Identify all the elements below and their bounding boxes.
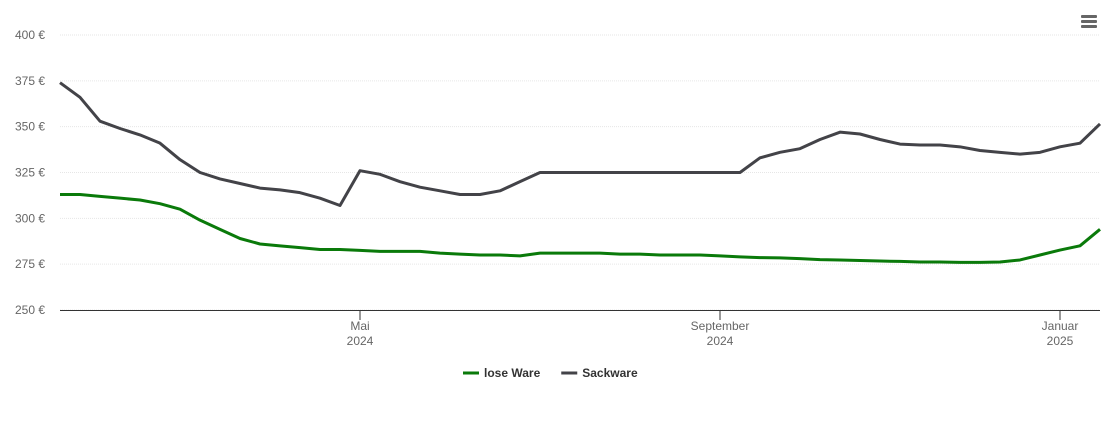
y-tick-label: 350 €: [15, 120, 45, 134]
y-tick-label: 250 €: [15, 303, 45, 317]
y-tick-label: 325 €: [15, 166, 45, 180]
legend-label: lose Ware: [484, 366, 541, 380]
y-tick-label: 300 €: [15, 211, 45, 225]
series-line: [59, 81, 1102, 207]
menu-icon[interactable]: [1081, 15, 1097, 28]
menu-bar: [1081, 15, 1097, 18]
y-tick-label: 275 €: [15, 257, 45, 271]
y-tick-label: 375 €: [15, 74, 45, 88]
legend-label: Sackware: [582, 366, 638, 380]
menu-bar: [1081, 25, 1097, 28]
legend-item[interactable]: lose Ware: [463, 366, 541, 380]
x-tick-label: Januar: [1042, 319, 1079, 333]
series-line: [60, 193, 1101, 264]
x-tick-label: 2024: [707, 334, 734, 348]
menu-bar: [1081, 20, 1097, 23]
x-tick-label: 2025: [1047, 334, 1074, 348]
y-tick-label: 400 €: [15, 28, 45, 42]
x-tick-label: 2024: [347, 334, 374, 348]
x-tick-label: September: [691, 319, 750, 333]
x-tick-label: Mai: [350, 319, 369, 333]
legend-item[interactable]: Sackware: [561, 366, 638, 380]
